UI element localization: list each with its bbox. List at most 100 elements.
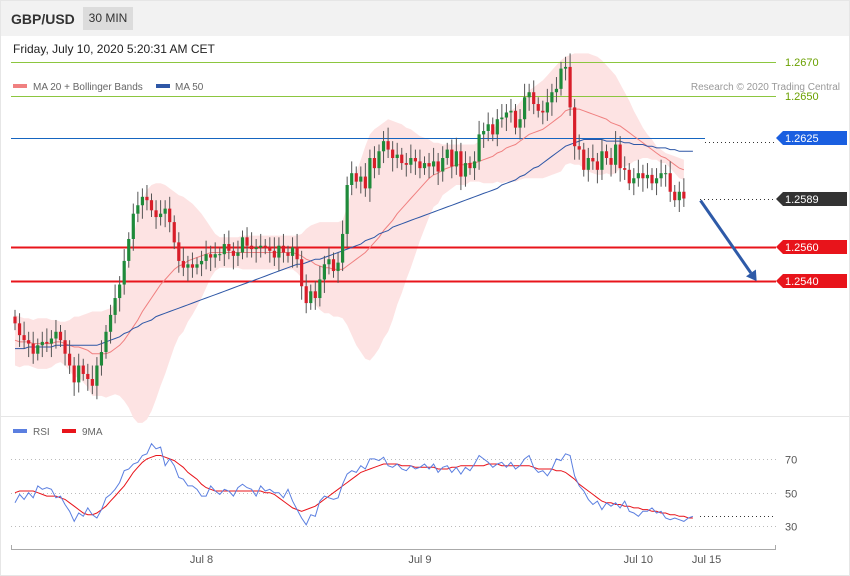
timeframe-button[interactable]: 30 MIN — [83, 7, 133, 30]
candle-body — [159, 213, 163, 218]
candle-body — [331, 259, 336, 272]
chart-header: GBP/USD 30 MIN — [0, 0, 850, 36]
candle-body — [673, 191, 677, 201]
candle-body — [368, 158, 372, 189]
rsi-line — [14, 442, 694, 526]
candle-body — [204, 254, 208, 261]
candle-body — [327, 259, 331, 265]
bollinger-band-area — [15, 53, 684, 423]
candle-body — [300, 259, 304, 287]
candle-body — [541, 110, 545, 113]
candle-body — [236, 252, 240, 256]
candle-body — [413, 158, 417, 162]
candle-body — [563, 66, 568, 69]
candle-body — [290, 247, 295, 256]
bollinger-band — [15, 53, 684, 423]
candle-body — [395, 154, 399, 159]
ma50-legend-label: MA 50 — [175, 82, 204, 93]
candle-body — [432, 161, 436, 167]
candle-body — [81, 365, 85, 374]
candle-body — [545, 102, 549, 113]
candle-body — [199, 260, 204, 265]
candle-body — [450, 149, 454, 167]
level-tag-background — [776, 240, 847, 254]
candle-body — [118, 284, 122, 299]
forecast-arrow-head — [746, 269, 757, 282]
candle-body — [250, 245, 254, 250]
candle-body — [63, 340, 67, 354]
candle-body — [140, 196, 144, 206]
candle-body — [95, 365, 99, 386]
x-axis-ticks: Jul 8 Jul 9 Jul 10 Jul 15 — [190, 554, 721, 566]
candle-body — [240, 237, 245, 253]
candle-body — [509, 110, 513, 113]
candle-body — [527, 92, 531, 98]
candle-body — [482, 131, 486, 135]
candle-body — [222, 244, 226, 255]
level-tag-label: 1.2560 — [785, 242, 819, 254]
candle-body — [281, 245, 286, 253]
candle-body — [86, 373, 90, 380]
x-axis-tick-label: Jul 8 — [190, 554, 213, 566]
candle-body — [468, 163, 472, 169]
candle-body — [623, 168, 627, 170]
candle-body — [463, 163, 468, 177]
candlesticks — [13, 53, 686, 400]
moving-averages — [14, 108, 693, 355]
candle-body — [614, 144, 618, 165]
candle-body — [272, 250, 276, 258]
candle-body — [186, 264, 190, 268]
candle-body — [654, 178, 659, 184]
level-tag-background — [776, 131, 847, 145]
x-axis-tick-label: Jul 15 — [692, 554, 721, 566]
candle-body — [336, 262, 340, 272]
level-tag-label: 1.2670 — [785, 57, 819, 69]
candle-body — [313, 291, 317, 299]
candle-body — [682, 191, 686, 199]
candle-body — [113, 298, 117, 315]
candle-body — [209, 254, 213, 258]
candle-body — [49, 338, 53, 344]
rsi-legend-label: RSI — [33, 427, 50, 438]
candle-body — [559, 68, 563, 89]
candle-body — [445, 149, 449, 159]
rsi-tick-label: 50 — [785, 489, 797, 501]
candle-body — [318, 279, 322, 299]
candle-body — [664, 173, 668, 175]
candle-body — [636, 173, 640, 179]
candle-body — [486, 124, 490, 132]
candle-body — [213, 254, 217, 258]
rsi-grid: 70 50 30 — [11, 455, 797, 534]
candle-body — [127, 238, 131, 261]
candle-body — [627, 169, 631, 184]
candle-body — [609, 158, 613, 165]
candle-body — [108, 314, 113, 332]
ma50-legend-swatch — [156, 84, 170, 88]
candle-body — [532, 92, 536, 105]
candle-body — [13, 316, 17, 324]
candle-body — [40, 341, 44, 346]
candle-body — [582, 149, 586, 170]
candle-body — [359, 176, 363, 182]
candle-body — [495, 119, 499, 135]
candle-body — [31, 343, 35, 354]
candle-body — [231, 250, 235, 256]
candle-body — [573, 107, 577, 147]
ma50-line — [15, 139, 693, 350]
rsi-ma-legend-label: 9MA — [82, 427, 103, 438]
candle-body — [227, 244, 231, 251]
candle-body — [600, 151, 604, 170]
candle-body — [263, 245, 267, 248]
candle-body — [554, 88, 559, 93]
ma20-legend-swatch — [13, 84, 27, 88]
candle-body — [122, 260, 126, 285]
candle-body — [577, 146, 581, 150]
candle-body — [454, 151, 458, 167]
ma20-legend-label: MA 20 + Bollinger Bands — [33, 82, 143, 93]
rsi-lines — [14, 442, 694, 526]
candle-body — [363, 176, 367, 189]
candle-body — [58, 331, 63, 341]
candle-body — [354, 173, 358, 182]
candle-body — [659, 173, 663, 179]
candle-body — [131, 213, 135, 239]
